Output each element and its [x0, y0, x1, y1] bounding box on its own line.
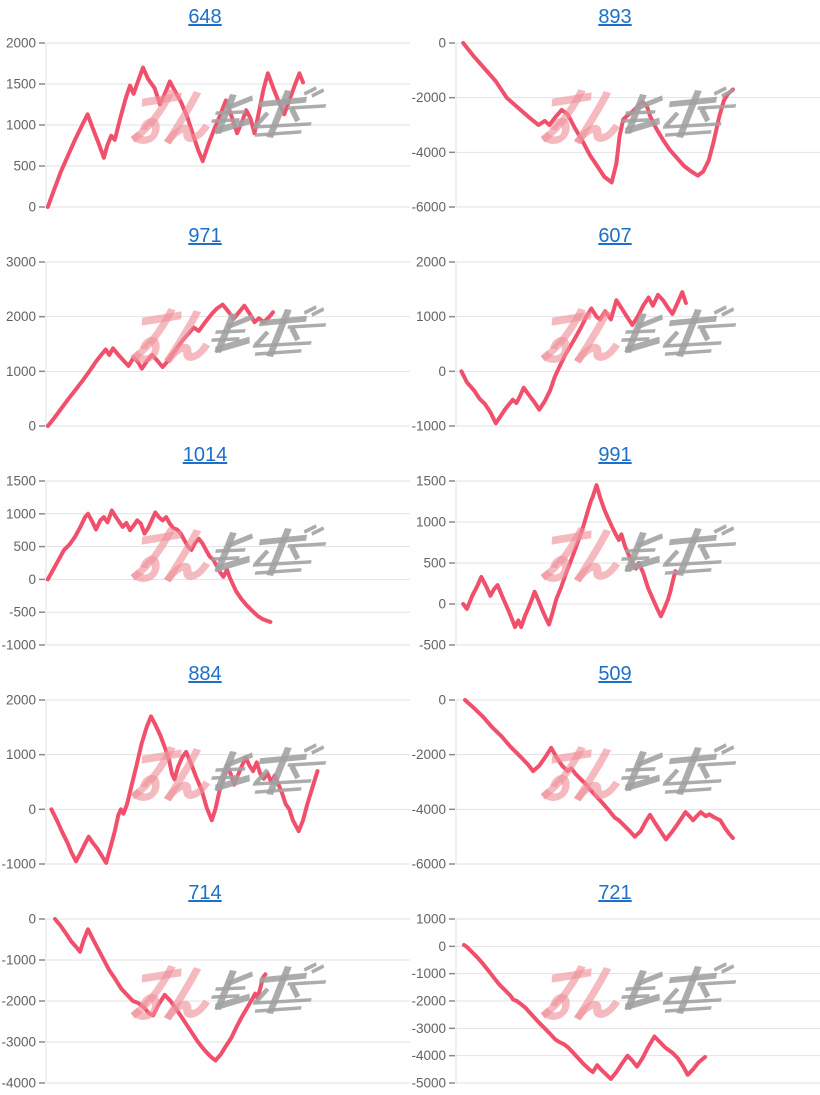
svg-text:-2000: -2000: [1, 994, 36, 1009]
machine-number-link[interactable]: 714: [188, 881, 222, 904]
svg-text:1000: 1000: [416, 515, 446, 530]
svg-text:-3000: -3000: [1, 1035, 36, 1050]
chart-plot-area: 2000 1500 1000 500 0: [0, 33, 410, 219]
chart-plot-area: 0 -2000 -4000 -6000: [410, 690, 820, 876]
chart-plot-area: 1000 0 -1000 -2000 -3000 -4000 -5000: [410, 909, 820, 1095]
svg-text:2000: 2000: [6, 309, 36, 324]
svg-text:-5000: -5000: [411, 1076, 446, 1091]
svg-text:500: 500: [13, 539, 36, 554]
svg-text:-1000: -1000: [411, 419, 446, 434]
payout-line-chart: 0 -2000 -4000 -6000: [411, 693, 820, 872]
chart-title-row: 893: [410, 0, 820, 33]
machine-number-link[interactable]: 509: [598, 662, 632, 685]
payout-line-chart: 2000 1000 0 -1000: [1, 693, 410, 872]
chart-plot-area: 3000 2000 1000 0: [0, 252, 410, 438]
chart-cell: 971 3000 2000 1000 0: [0, 219, 410, 438]
svg-text:-1000: -1000: [411, 966, 446, 981]
chart-cell: 884 2000 1000 0 -1000: [0, 657, 410, 876]
svg-text:-1000: -1000: [1, 953, 36, 968]
payout-line-chart: 0 -1000 -2000 -3000 -4000: [1, 912, 410, 1091]
chart-plot-area: 0 -1000 -2000 -3000 -4000: [0, 909, 410, 1095]
machine-number-link[interactable]: 884: [188, 662, 222, 685]
svg-text:1000: 1000: [6, 747, 36, 762]
chart-title-row: 607: [410, 219, 820, 252]
payout-line-chart: 1500 1000 500 0 -500: [416, 474, 820, 653]
chart-title-row: 648: [0, 0, 410, 33]
payout-line-chart: 3000 2000 1000 0: [6, 255, 410, 434]
chart-title-row: 714: [0, 876, 410, 909]
svg-text:-1000: -1000: [1, 857, 36, 872]
svg-text:-2000: -2000: [411, 90, 446, 105]
chart-plot-area: 2000 1000 0 -1000: [0, 690, 410, 876]
svg-text:-6000: -6000: [411, 857, 446, 872]
chart-title-row: 971: [0, 219, 410, 252]
svg-text:500: 500: [423, 556, 446, 571]
payout-line-chart: 2000 1000 0 -1000: [411, 255, 820, 434]
svg-text:0: 0: [28, 912, 36, 927]
svg-text:-500: -500: [419, 638, 446, 653]
svg-text:-3000: -3000: [411, 1021, 446, 1036]
chart-cell: 991 1500 1000 500 0 -500: [410, 438, 820, 657]
svg-text:0: 0: [28, 200, 36, 215]
svg-text:1000: 1000: [6, 118, 36, 133]
chart-cell: 648 2000 1500 1000 500 0: [0, 0, 410, 219]
chart-title-row: 721: [410, 876, 820, 909]
machine-number-link[interactable]: 971: [188, 224, 222, 247]
chart-title-row: 884: [0, 657, 410, 690]
svg-text:1000: 1000: [416, 309, 446, 324]
machine-number-link[interactable]: 721: [598, 881, 632, 904]
payout-line-chart: 0 -2000 -4000 -6000: [411, 36, 820, 215]
svg-text:2000: 2000: [6, 36, 36, 51]
chart-cell: 714 0 -1000 -2000 -3000 -4000: [0, 876, 410, 1095]
svg-text:1500: 1500: [416, 474, 446, 489]
svg-text:-4000: -4000: [411, 1048, 446, 1063]
svg-text:1000: 1000: [6, 364, 36, 379]
machine-number-link[interactable]: 991: [598, 443, 632, 466]
machine-number-link[interactable]: 893: [598, 5, 632, 28]
svg-text:1500: 1500: [6, 77, 36, 92]
svg-text:-4000: -4000: [411, 145, 446, 160]
svg-text:2000: 2000: [6, 693, 36, 708]
svg-text:-500: -500: [9, 605, 36, 620]
chart-plot-area: 0 -2000 -4000 -6000: [410, 33, 820, 219]
chart-cell: 721 1000 0 -1000 -2000 -3000 -4000 -5000: [410, 876, 820, 1095]
chart-cell: 509 0 -2000 -4000 -6000: [410, 657, 820, 876]
svg-text:0: 0: [438, 693, 446, 708]
svg-text:3000: 3000: [6, 255, 36, 270]
payout-line-chart: 1500 1000 500 0 -500 -1000: [1, 474, 410, 653]
svg-text:2000: 2000: [416, 255, 446, 270]
svg-text:0: 0: [438, 364, 446, 379]
svg-text:1000: 1000: [416, 912, 446, 927]
chart-title-row: 509: [410, 657, 820, 690]
svg-text:1500: 1500: [6, 474, 36, 489]
chart-plot-area: 2000 1000 0 -1000: [410, 252, 820, 438]
svg-text:-2000: -2000: [411, 994, 446, 1009]
chart-plot-area: 1500 1000 500 0 -500: [410, 471, 820, 657]
svg-text:0: 0: [438, 939, 446, 954]
svg-text:500: 500: [13, 159, 36, 174]
machine-number-link[interactable]: 1014: [182, 443, 228, 466]
svg-text:0: 0: [438, 597, 446, 612]
chart-title-row: 1014: [0, 438, 410, 471]
chart-cell: 893 0 -2000 -4000 -6000: [410, 0, 820, 219]
svg-text:-1000: -1000: [1, 638, 36, 653]
svg-text:0: 0: [28, 802, 36, 817]
machine-number-link[interactable]: 607: [598, 224, 632, 247]
svg-text:0: 0: [438, 36, 446, 51]
chart-cell: 1014 1500 1000 500 0 -500 -1000: [0, 438, 410, 657]
svg-text:-4000: -4000: [411, 802, 446, 817]
svg-text:-6000: -6000: [411, 200, 446, 215]
payout-line-chart: 2000 1500 1000 500 0: [6, 36, 410, 215]
payout-line-chart: 1000 0 -1000 -2000 -3000 -4000 -5000: [411, 912, 820, 1091]
chart-cell: 607 2000 1000 0 -1000: [410, 219, 820, 438]
chart-title-row: 991: [410, 438, 820, 471]
svg-text:1000: 1000: [6, 506, 36, 521]
machine-number-link[interactable]: 648: [188, 5, 222, 28]
svg-text:-2000: -2000: [411, 747, 446, 762]
svg-text:0: 0: [28, 572, 36, 587]
svg-text:0: 0: [28, 419, 36, 434]
chart-plot-area: 1500 1000 500 0 -500 -1000: [0, 471, 410, 657]
svg-text:-4000: -4000: [1, 1076, 36, 1091]
